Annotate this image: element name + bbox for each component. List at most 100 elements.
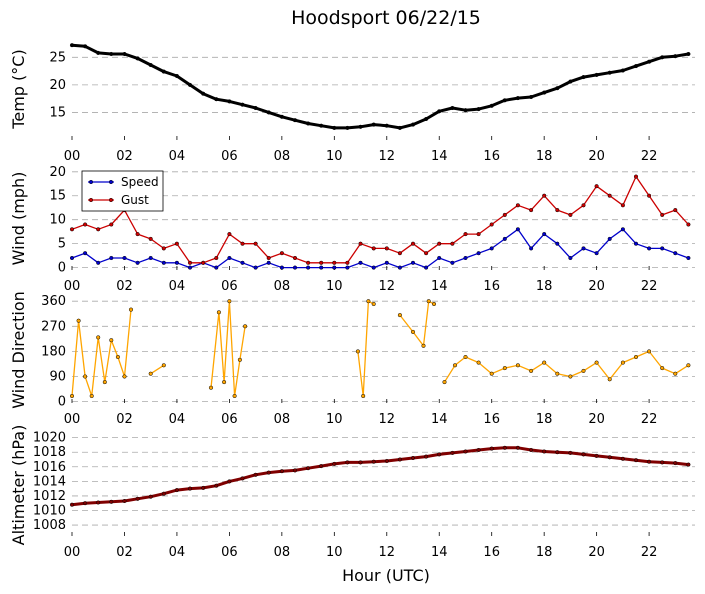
wind-x-tick-label: 22 <box>641 279 658 294</box>
wind-series-gust-point <box>502 212 507 217</box>
direction-series-point <box>96 335 101 340</box>
wind-series-speed-point <box>69 255 75 261</box>
wind-x-tick-label: 12 <box>379 279 396 294</box>
altimeter-y-tick-label: 1016 <box>33 460 66 475</box>
direction-series-point <box>102 380 107 385</box>
altimeter-x-tick-label: 22 <box>641 545 658 560</box>
altimeter-series-point <box>109 499 114 504</box>
wind-series-gust-point <box>279 251 284 256</box>
altimeter-series-point <box>319 464 324 469</box>
temp-series-point <box>319 123 324 128</box>
direction-series-point <box>366 299 371 304</box>
direction-series-point <box>83 374 88 379</box>
wind-series-speed-point <box>620 227 625 232</box>
direction-series-point <box>452 363 458 368</box>
direction-series-point <box>148 371 153 376</box>
wind-series-gust-point <box>555 208 560 213</box>
temp-series-point <box>371 122 376 127</box>
altimeter-series-point <box>542 449 547 454</box>
altimeter-series-point <box>253 472 258 477</box>
direction-series-point <box>122 374 127 379</box>
temp-x-tick-label: 22 <box>641 149 658 164</box>
temp-series-point <box>253 105 258 111</box>
altimeter-series-point <box>358 460 363 465</box>
altimeter-x-tick-label: 16 <box>483 545 500 560</box>
direction-series-point <box>397 313 402 318</box>
wind-series-gust-point <box>187 260 193 265</box>
wind-series-speed-point <box>109 255 114 261</box>
wind-series-speed-point <box>607 236 612 241</box>
temp-series-point <box>515 96 520 101</box>
direction-series-point <box>216 310 221 315</box>
wind-series-gust-point <box>437 241 442 246</box>
temp-series-point <box>214 97 219 102</box>
direction-series-point <box>76 318 81 323</box>
altimeter-series-point <box>397 457 402 462</box>
wind-series-speed-point <box>397 265 402 270</box>
direction-series-point <box>115 354 120 360</box>
altimeter-series-point <box>240 476 245 481</box>
temp-x-tick-label: 20 <box>588 149 605 164</box>
wind-series-gust-point <box>594 184 599 189</box>
direction-x-tick-label: 14 <box>431 412 448 427</box>
wind-series-gust-point <box>647 193 652 198</box>
wind-series-gust-point <box>463 232 468 237</box>
wind-series-gust-point <box>266 255 271 261</box>
altimeter-y-axis-label: Altimeter (hPa) <box>9 425 28 546</box>
wind-series-speed-point <box>410 260 416 265</box>
direction-x-tick-label: 22 <box>641 412 658 427</box>
wind-series-speed-point <box>437 255 442 261</box>
temp-series-point <box>686 51 691 57</box>
temp-series-point <box>135 56 140 61</box>
temp-series-point <box>410 122 416 127</box>
wind-series-gust-point <box>489 222 494 227</box>
wind-series-gust-point <box>161 246 166 251</box>
temp-series-point <box>647 59 652 64</box>
wind-series-speed-point <box>161 260 166 265</box>
direction-y-axis-label: Wind Direction <box>9 291 28 409</box>
direction-series-point <box>620 360 625 365</box>
chart-title: Hoodsport 06/22/15 <box>291 7 481 29</box>
direction-series-point <box>371 301 376 307</box>
wind-series-speed-point <box>240 260 245 265</box>
altimeter-series-point <box>489 446 494 451</box>
direction-series-point <box>633 354 639 360</box>
direction-series-point <box>686 363 691 368</box>
temp-series-point <box>633 64 639 69</box>
altimeter-y-tick-label: 1020 <box>33 431 66 446</box>
wind-x-tick-label: 04 <box>169 279 186 294</box>
direction-x-tick-label: 12 <box>379 412 396 427</box>
direction-series-point <box>529 368 534 373</box>
altimeter-series-point <box>371 459 376 464</box>
wind-series-gust-point <box>542 193 547 198</box>
altimeter-series-point <box>187 486 193 491</box>
wind-series-gust-point <box>371 246 376 251</box>
temp-series-point <box>69 43 75 48</box>
wind-series-gust-point <box>673 208 678 213</box>
temp-y-axis-label: Temp (°C) <box>9 49 28 129</box>
legend-speed-label: Speed <box>121 175 159 189</box>
altimeter-series-point <box>555 450 560 455</box>
direction-series-point <box>237 357 242 362</box>
temp-series-point <box>581 75 586 80</box>
altimeter-x-tick-label: 12 <box>379 545 396 560</box>
altimeter-series-point <box>647 459 652 464</box>
temp-series-point <box>502 98 507 103</box>
altimeter-series-point <box>201 485 206 490</box>
wind-series-gust-point <box>227 232 232 237</box>
altimeter-series-point <box>581 452 586 457</box>
wind-series-gust-point <box>476 232 481 237</box>
wind-series-gust-point <box>201 260 206 265</box>
temp-series-point <box>424 116 429 122</box>
wind-series-gust-point <box>620 203 625 208</box>
altimeter-x-tick-label: 10 <box>326 545 343 560</box>
direction-series-point <box>128 307 134 312</box>
temp-x-tick-label: 08 <box>274 149 291 164</box>
temp-series-point <box>384 123 389 128</box>
wind-series-gust-point <box>292 255 298 261</box>
altimeter-series-point <box>633 458 639 463</box>
temp-y-tick-label: 25 <box>49 50 66 65</box>
altimeter-series-point <box>502 445 507 450</box>
wind-legend: Speed Gust <box>81 170 164 212</box>
